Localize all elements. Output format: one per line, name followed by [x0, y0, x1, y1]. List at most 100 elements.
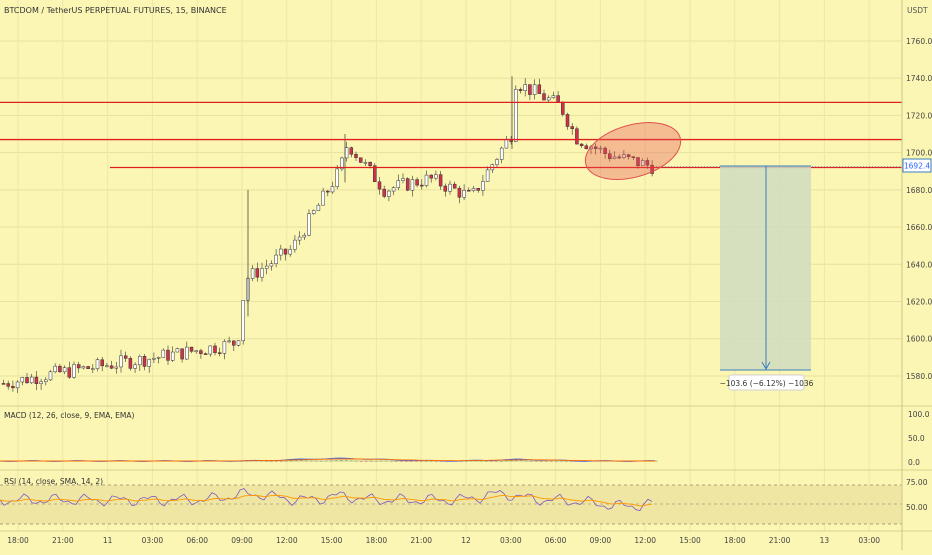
candle-body[interactable]: [603, 147, 607, 154]
highlight-ellipse[interactable]: [579, 113, 688, 190]
candle-body[interactable]: [217, 352, 222, 354]
candle-body[interactable]: [358, 157, 363, 163]
candle-body[interactable]: [570, 126, 574, 129]
candle-body[interactable]: [415, 179, 419, 186]
candle-body[interactable]: [76, 364, 81, 369]
candle-body[interactable]: [279, 248, 283, 256]
candle-body[interactable]: [316, 204, 321, 211]
candles[interactable]: [1, 76, 654, 393]
candle-body[interactable]: [20, 377, 25, 383]
candle-body[interactable]: [297, 236, 302, 241]
candle-body[interactable]: [114, 366, 119, 369]
candle-body[interactable]: [264, 265, 269, 269]
candle-body[interactable]: [29, 376, 34, 384]
candle-body[interactable]: [109, 365, 114, 369]
candle-body[interactable]: [222, 341, 227, 354]
price-axis[interactable]: 1760.0 1740.0 1720.0 1700.0 1680.0 1660.0 1640…: [906, 37, 932, 381]
candle-body[interactable]: [203, 353, 208, 355]
candle-body[interactable]: [166, 349, 170, 361]
candle-body[interactable]: [142, 356, 147, 367]
candle-body[interactable]: [307, 213, 311, 236]
candle-body[interactable]: [546, 97, 551, 101]
candle-body[interactable]: [645, 160, 650, 166]
candle-body[interactable]: [67, 367, 72, 378]
candle-body[interactable]: [556, 95, 560, 103]
candle-body[interactable]: [373, 165, 377, 183]
candle-body[interactable]: [452, 183, 457, 189]
candle-body[interactable]: [617, 156, 621, 159]
candle-body[interactable]: [156, 357, 161, 359]
symbol-title[interactable]: BTCDOM / TetherUS PERPETUAL FUTURES, 15,…: [4, 6, 227, 15]
candle-body[interactable]: [354, 154, 358, 158]
candle-body[interactable]: [612, 156, 617, 159]
candle-body[interactable]: [1, 383, 6, 385]
candle-body[interactable]: [128, 358, 133, 369]
candle-body[interactable]: [199, 350, 203, 354]
candle-body[interactable]: [523, 84, 527, 91]
candle-body[interactable]: [58, 365, 62, 373]
candle-body[interactable]: [391, 187, 396, 192]
candle-body[interactable]: [565, 114, 570, 127]
candle-body[interactable]: [396, 180, 401, 188]
candle-body[interactable]: [44, 379, 48, 383]
candle-body[interactable]: [631, 156, 636, 158]
candle-body[interactable]: [593, 146, 598, 149]
candle-body[interactable]: [467, 189, 471, 192]
candle-body[interactable]: [227, 340, 231, 343]
candle-body[interactable]: [514, 89, 518, 142]
candle-body[interactable]: [551, 95, 556, 99]
candle-body[interactable]: [213, 345, 217, 353]
candle-body[interactable]: [340, 157, 344, 170]
candle-body[interactable]: [448, 183, 452, 192]
candle-body[interactable]: [6, 383, 10, 387]
candle-body[interactable]: [255, 268, 260, 278]
candle-body[interactable]: [25, 377, 29, 384]
candle-body[interactable]: [95, 359, 100, 369]
candle-body[interactable]: [119, 355, 123, 368]
candle-body[interactable]: [100, 359, 104, 367]
candle-body[interactable]: [34, 376, 39, 385]
candle-body[interactable]: [368, 161, 372, 167]
candle-body[interactable]: [194, 350, 198, 352]
candle-body[interactable]: [640, 160, 645, 167]
candle-body[interactable]: [429, 174, 433, 179]
candle-body[interactable]: [260, 268, 264, 278]
macd-label[interactable]: MACD (12, 26, close, 9, EMA, EMA): [4, 411, 134, 420]
candle-body[interactable]: [293, 239, 297, 250]
macd-indicator[interactable]: [0, 457, 658, 462]
candle-body[interactable]: [504, 138, 509, 149]
candle-body[interactable]: [241, 300, 245, 341]
candle-body[interactable]: [175, 348, 180, 353]
time-axis[interactable]: 18:00 21:00 11 03:00 06:00 09:00 12:00 15:00 18:…: [7, 536, 880, 545]
candle-body[interactable]: [180, 348, 184, 360]
candle-body[interactable]: [528, 84, 532, 95]
candle-body[interactable]: [420, 184, 424, 187]
candle-body[interactable]: [274, 254, 278, 264]
candle-body[interactable]: [15, 381, 20, 389]
candle-body[interactable]: [335, 168, 339, 187]
candle-body[interactable]: [91, 368, 95, 370]
candle-body[interactable]: [476, 188, 480, 191]
candle-body[interactable]: [138, 356, 142, 366]
candle-body[interactable]: [401, 178, 405, 181]
candle-body[interactable]: [405, 178, 410, 191]
candle-body[interactable]: [579, 143, 584, 147]
candle-body[interactable]: [382, 188, 386, 197]
candle-body[interactable]: [11, 386, 15, 389]
candle-body[interactable]: [598, 147, 603, 150]
candle-body[interactable]: [170, 351, 175, 361]
candle-body[interactable]: [499, 147, 504, 160]
candle-body[interactable]: [575, 128, 579, 145]
candle-body[interactable]: [377, 181, 382, 190]
candle-body[interactable]: [53, 365, 57, 373]
candle-body[interactable]: [424, 174, 429, 186]
candle-body[interactable]: [330, 186, 335, 193]
candle-body[interactable]: [283, 248, 288, 255]
candle-body[interactable]: [518, 89, 523, 91]
candle-body[interactable]: [236, 340, 241, 346]
candle-body[interactable]: [161, 349, 166, 358]
candle-body[interactable]: [462, 189, 466, 198]
candle-body[interactable]: [344, 147, 349, 159]
candle-body[interactable]: [123, 355, 128, 359]
